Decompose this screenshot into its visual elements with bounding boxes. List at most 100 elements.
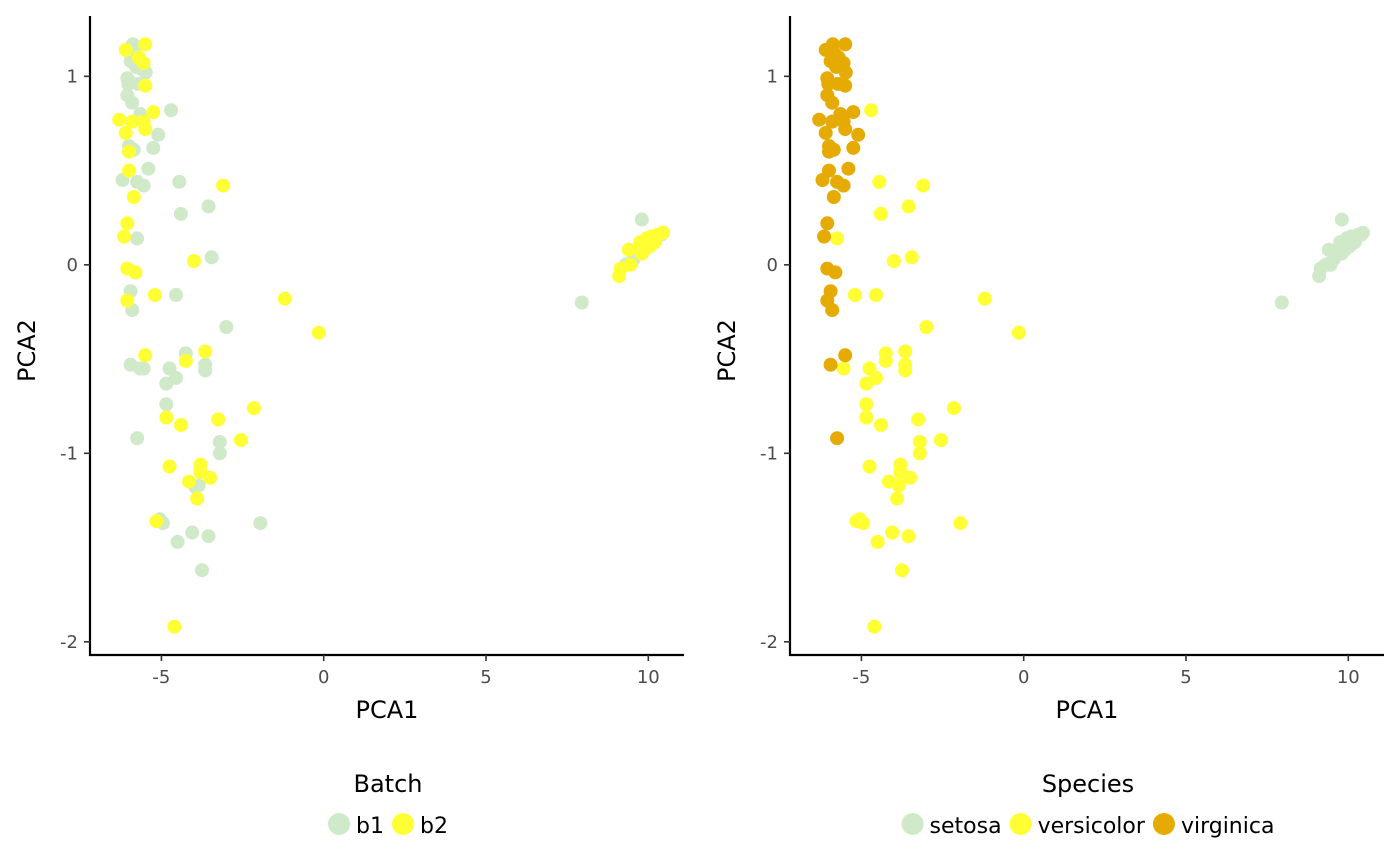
point-b2	[173, 418, 188, 432]
point-virginica	[826, 190, 841, 204]
points-layer	[812, 37, 1370, 634]
point-b1	[159, 397, 174, 412]
point-virginica	[836, 178, 851, 193]
point-virginica	[828, 265, 843, 280]
point-b1	[574, 295, 589, 310]
point-b1	[634, 212, 649, 227]
point-virginica	[841, 161, 856, 176]
legend-title: Species	[1042, 770, 1134, 798]
point-b2	[126, 190, 141, 204]
point-b1	[136, 178, 151, 193]
point-b1	[172, 174, 187, 189]
point-versicolor	[873, 206, 888, 221]
legend-key-versicolor	[1009, 813, 1032, 835]
legend: Species setosa versicolor virginica	[901, 770, 1275, 839]
point-b1	[195, 563, 209, 578]
x-tick-label: -5	[852, 667, 870, 688]
point-versicolor	[895, 563, 909, 578]
point-b2	[112, 112, 127, 127]
point-b1	[170, 534, 185, 549]
x-axis-title: PCA1	[356, 696, 419, 724]
point-versicolor	[869, 288, 883, 302]
point-b2	[216, 178, 231, 193]
point-versicolor	[836, 361, 851, 376]
legend-key-b1	[328, 813, 351, 835]
y-tick-label: -2	[760, 632, 778, 653]
point-virginica	[838, 78, 853, 93]
point-setosa	[1274, 295, 1289, 310]
y-axis-title: PCA2	[13, 319, 41, 382]
point-b1	[141, 161, 156, 176]
point-versicolor	[953, 516, 968, 531]
point-b2	[136, 56, 151, 71]
point-versicolor	[912, 446, 927, 461]
point-b1	[201, 529, 216, 544]
legend-label-versicolor: versicolor	[1038, 814, 1146, 839]
points-layer	[112, 37, 670, 634]
point-b2	[146, 105, 161, 120]
point-b1	[130, 431, 145, 446]
chart-panel-2: -5 0 5 10 -2 -1 0 1 PCA1 PCA2 Species setosa versico…	[713, 16, 1384, 839]
point-b2	[612, 269, 627, 284]
x-tick-label: 10	[1337, 667, 1360, 688]
point-versicolor	[901, 199, 916, 214]
x-tick-label: 10	[637, 667, 660, 688]
point-b2	[167, 619, 182, 634]
point-versicolor	[847, 288, 862, 302]
point-b1	[164, 103, 179, 118]
y-tick-label: -1	[60, 443, 78, 464]
legend-item-b1: b1	[328, 813, 384, 839]
point-virginica	[825, 95, 840, 110]
point-versicolor	[898, 363, 913, 378]
point-b1	[125, 95, 140, 110]
point-setosa	[1321, 242, 1336, 257]
point-versicolor	[859, 376, 874, 391]
point-b1	[212, 435, 227, 449]
point-setosa	[1312, 269, 1327, 284]
legend-label-virginica: virginica	[1181, 814, 1275, 839]
y-tick-label: 0	[767, 255, 778, 276]
point-b1	[151, 127, 166, 142]
point-versicolor	[891, 478, 906, 493]
point-virginica	[821, 76, 836, 91]
chart-panel-1: -5 0 5 10 -2 -1 0 1 PCA1 PCA2 Batch b1 b2	[13, 16, 684, 839]
point-b2	[128, 265, 143, 280]
legend-key-virginica	[1152, 813, 1175, 835]
legend-item-versicolor: versicolor	[1009, 813, 1146, 839]
point-b2	[118, 42, 133, 57]
point-b2	[117, 229, 132, 244]
legend-item-virginica: virginica	[1152, 813, 1275, 839]
point-setosa	[1334, 212, 1349, 227]
point-versicolor	[862, 459, 877, 474]
point-b2	[233, 433, 248, 448]
point-b2	[122, 163, 136, 178]
point-b1	[185, 525, 200, 540]
legend-item-b2: b2	[392, 813, 448, 839]
point-b1	[169, 288, 183, 302]
point-versicolor	[886, 254, 901, 268]
point-versicolor	[867, 619, 882, 634]
point-versicolor	[911, 412, 926, 427]
legend-key-b2	[392, 813, 414, 835]
point-b1	[173, 206, 188, 221]
y-tick-label: 0	[67, 255, 78, 276]
point-versicolor	[859, 397, 874, 412]
legend-label-b1: b1	[356, 814, 384, 839]
point-b2	[162, 459, 177, 474]
point-versicolor	[830, 231, 845, 246]
point-virginica	[846, 140, 861, 155]
x-tick-label: 5	[1180, 667, 1191, 688]
point-versicolor	[946, 401, 961, 416]
point-b2	[277, 291, 292, 306]
legend-label-b2: b2	[420, 814, 448, 839]
point-b2	[246, 401, 261, 416]
legend: Batch b1 b2	[328, 770, 448, 839]
point-b1	[159, 376, 174, 391]
y-tick-label: 1	[767, 66, 778, 87]
point-b2	[138, 78, 153, 93]
point-versicolor	[1011, 325, 1026, 340]
y-tick-label: 1	[67, 66, 78, 87]
point-setosa	[1323, 257, 1338, 272]
point-versicolor	[859, 410, 874, 425]
legend-key-setosa	[901, 813, 924, 835]
